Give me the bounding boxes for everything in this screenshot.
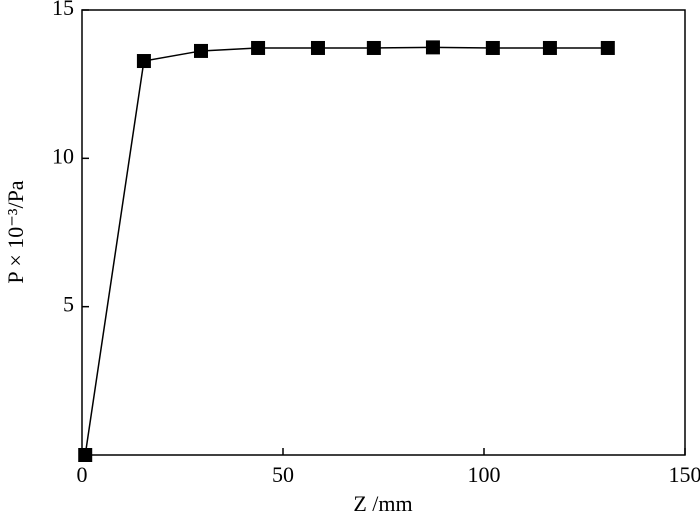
marker <box>366 40 381 55</box>
marker <box>251 40 266 55</box>
marker <box>542 40 557 55</box>
x-tick-label: 100 <box>468 462 501 487</box>
y-tick-label: 10 <box>52 143 74 168</box>
marker <box>136 54 151 69</box>
marker <box>425 40 440 55</box>
y-axis-label: P × 10⁻³/Pa <box>3 180 28 283</box>
x-tick-label: 0 <box>77 462 88 487</box>
x-tick-label: 50 <box>272 462 294 487</box>
y-tick-label: 5 <box>63 292 74 317</box>
line <box>84 46 608 456</box>
y-tick-label: 15 <box>52 0 74 20</box>
marker <box>485 40 500 55</box>
marker <box>78 448 93 462</box>
x-tick-label: 150 <box>669 462 700 487</box>
x-axis-label: Z /mm <box>353 491 412 516</box>
plot-frame <box>81 9 686 456</box>
marker <box>600 40 615 55</box>
marker <box>193 43 208 58</box>
marker <box>310 40 325 55</box>
